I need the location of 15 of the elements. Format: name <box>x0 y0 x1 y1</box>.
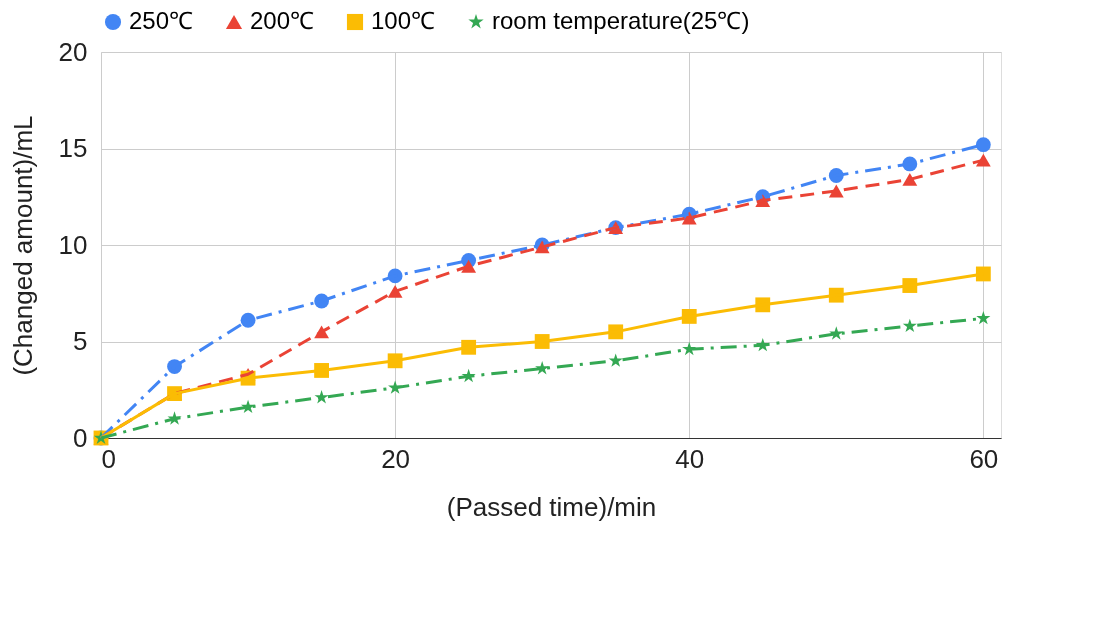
y-tick-label: 0 <box>73 422 88 453</box>
y-tick-label: 20 <box>58 36 88 67</box>
legend-label: 200℃ <box>250 7 315 34</box>
x-tick-label: 0 <box>101 443 116 474</box>
x-tick-label: 40 <box>675 443 705 474</box>
y-tick-label: 10 <box>58 229 88 260</box>
y-axis-title: (Changed amount)/mL <box>7 115 38 376</box>
legend-label: 100℃ <box>371 7 436 34</box>
y-tick-label: 5 <box>73 326 88 356</box>
y-tick-label: 15 <box>58 133 88 163</box>
legend-label: 250℃ <box>129 7 194 34</box>
x-tick-label: 60 <box>969 443 999 474</box>
x-tick-label: 20 <box>381 443 411 474</box>
legend-label: room temperature(25℃) <box>492 7 750 34</box>
x-axis-title: (Passed time)/min <box>446 491 657 522</box>
